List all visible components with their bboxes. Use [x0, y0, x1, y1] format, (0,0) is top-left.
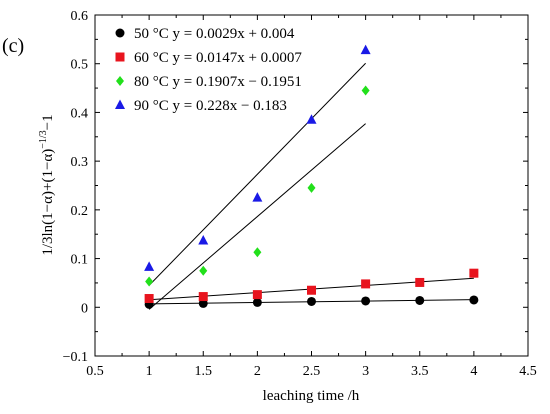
legend-label: 50 °C y = 0.0029x + 0.004: [134, 26, 295, 42]
data-point: [145, 276, 154, 287]
axis-ticks: 0.5 1 1.5 2 2.5 3 3.5 4 4.5 −0.1 0 0.1 0.2 0.3 0.4 0.5 0…: [63, 9, 537, 379]
x-tick-label: 0.5: [86, 364, 104, 379]
data-markers: [144, 44, 479, 309]
x-tick-label: 4: [470, 364, 477, 379]
x-tick-label: 1.5: [195, 364, 213, 379]
x-axis-title: leaching time /h: [263, 388, 360, 404]
y-tick-label: 0.5: [71, 58, 89, 73]
y-tick-label: 0.6: [71, 9, 89, 24]
data-point: [469, 295, 479, 305]
data-point: [198, 235, 209, 245]
data-point: [361, 85, 370, 96]
y-tick-label: 0.2: [71, 204, 89, 219]
data-point: [361, 279, 371, 289]
data-point: [415, 295, 425, 305]
legend-marker: [116, 76, 124, 86]
legend-label: 80 °C y = 0.1907x − 0.1951: [134, 74, 302, 90]
fit-line: [148, 123, 366, 310]
data-point: [415, 277, 425, 287]
x-tick-label: 2: [254, 364, 261, 379]
legend-label: 60 °C y = 0.0147x + 0.0007: [134, 50, 302, 66]
data-point: [252, 192, 263, 202]
legend-label: 90 °C y = 0.228x − 0.183: [134, 98, 287, 114]
data-point: [199, 265, 208, 276]
data-point: [469, 268, 479, 278]
data-point: [198, 298, 208, 308]
data-point: [144, 294, 154, 304]
data-point: [253, 247, 262, 258]
legend: 50 °C y = 0.0029x + 0.004 60 °C y = 0.014…: [115, 26, 302, 114]
data-point: [307, 296, 316, 306]
data-point: [307, 285, 316, 295]
y-tick-label: 0.4: [71, 106, 89, 121]
x-tick-label: 4.5: [519, 364, 537, 379]
data-point: [361, 296, 371, 306]
data-point: [252, 290, 262, 300]
fit-line: [148, 62, 366, 286]
x-tick-label: 1: [146, 364, 153, 379]
data-point: [198, 292, 208, 302]
x-tick-label: 3: [362, 364, 369, 379]
y-tick-label: 0.3: [71, 155, 89, 170]
data-point: [360, 44, 371, 55]
y-tick-label: 0.1: [71, 253, 89, 268]
y-tick-label: 0: [81, 301, 88, 316]
data-point: [307, 182, 316, 193]
legend-marker: [115, 99, 125, 109]
x-tick-label: 2.5: [303, 364, 321, 379]
panel-label: (c): [2, 35, 24, 57]
x-tick-label: 3.5: [411, 364, 429, 379]
data-point: [306, 114, 317, 124]
data-point: [144, 261, 155, 271]
data-point: [252, 297, 262, 307]
y-tick-label: −0.1: [63, 350, 88, 365]
y-axis-title: 1/3ln(1−α)+(1−α)−1/3−1: [38, 114, 56, 255]
legend-marker: [115, 52, 125, 62]
legend-marker: [115, 28, 125, 38]
